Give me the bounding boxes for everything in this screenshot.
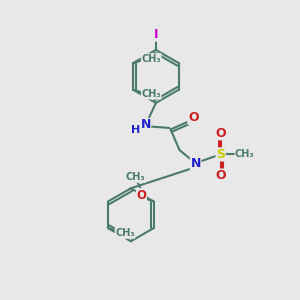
Text: S: S: [216, 148, 225, 161]
Text: N: N: [140, 118, 151, 131]
Text: CH₃: CH₃: [235, 149, 255, 159]
Text: H: H: [131, 125, 140, 135]
Text: O: O: [215, 127, 226, 140]
Text: CH₃: CH₃: [141, 54, 161, 64]
Text: CH₃: CH₃: [115, 228, 135, 238]
Text: O: O: [136, 188, 146, 202]
Text: O: O: [215, 169, 226, 182]
Text: N: N: [190, 157, 201, 170]
Text: O: O: [188, 111, 199, 124]
Text: I: I: [154, 28, 158, 41]
Text: CH₃: CH₃: [141, 89, 161, 99]
Text: CH₃: CH₃: [126, 172, 146, 182]
